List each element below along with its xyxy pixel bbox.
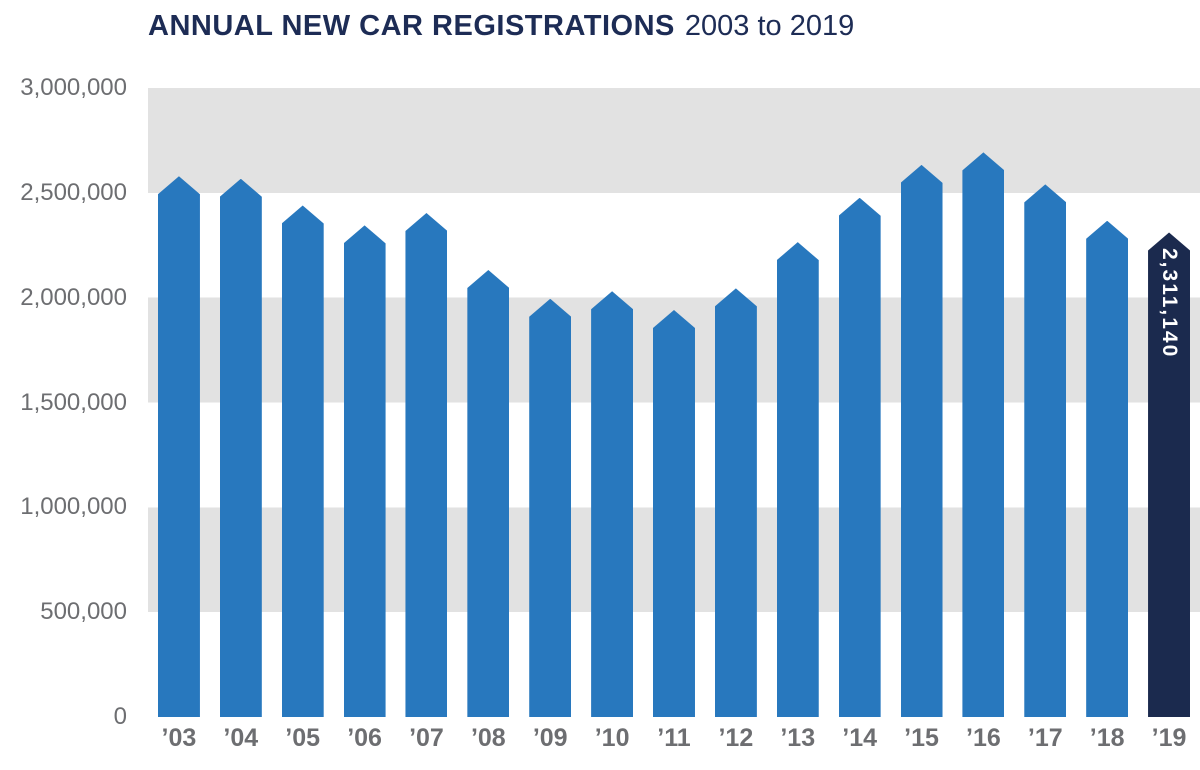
bar-16 bbox=[962, 152, 1005, 717]
bar-19: 2,311,140 bbox=[1148, 232, 1191, 717]
y-tick-label: 1,500,000 bbox=[20, 388, 127, 416]
bar-04 bbox=[219, 178, 262, 717]
x-tick-label: ’08 bbox=[470, 724, 506, 752]
y-axis: 3,000,000 2,500,000 2,000,000 1,500,000 1,00… bbox=[0, 74, 130, 730]
bar-03 bbox=[157, 176, 200, 717]
bar-11 bbox=[652, 309, 695, 717]
bar-slot bbox=[272, 88, 334, 717]
bar-slot bbox=[891, 88, 953, 717]
bar-slot bbox=[334, 88, 396, 717]
bar-slot bbox=[210, 88, 272, 717]
y-tick-label: 3,000,000 bbox=[20, 74, 127, 101]
x-tick-label: ’12 bbox=[718, 724, 754, 752]
x-tick-label: ’10 bbox=[594, 724, 630, 752]
bar-13 bbox=[776, 242, 819, 717]
bar-12 bbox=[714, 288, 757, 717]
bar-05 bbox=[281, 205, 324, 717]
x-tick-label: ’19 bbox=[1151, 724, 1187, 752]
bar-06 bbox=[343, 225, 386, 717]
bar-slot bbox=[767, 88, 829, 717]
bar-slot bbox=[643, 88, 705, 717]
bar-15 bbox=[900, 164, 943, 717]
bar-slot bbox=[581, 88, 643, 717]
bar-slot bbox=[396, 88, 458, 717]
bar-slot bbox=[1076, 88, 1138, 717]
bar-07 bbox=[405, 212, 448, 717]
y-tick-label: 1,000,000 bbox=[20, 493, 127, 521]
y-tick-label: 500,000 bbox=[40, 598, 127, 626]
x-tick-label: ’13 bbox=[780, 724, 816, 752]
x-tick-label: ’03 bbox=[161, 724, 197, 752]
final-bar-value-label: 2,311,140 bbox=[1158, 248, 1182, 359]
x-tick-label: ’07 bbox=[409, 724, 444, 752]
x-tick-label: ’15 bbox=[904, 724, 939, 752]
x-tick-label: ’04 bbox=[223, 724, 259, 752]
x-tick-label: ’09 bbox=[532, 724, 568, 752]
chart-title: ANNUAL NEW CAR REGISTRATIONS bbox=[148, 10, 675, 42]
x-tick-label: ’06 bbox=[347, 724, 382, 752]
bar-slot bbox=[952, 88, 1014, 717]
bar-14 bbox=[838, 197, 881, 717]
plot-area: 2,311,140 bbox=[148, 88, 1200, 717]
y-tick-label: 2,500,000 bbox=[20, 178, 127, 206]
chart-title-row: ANNUAL NEW CAR REGISTRATIONS 2003 to 2019 bbox=[148, 10, 854, 43]
bar-09 bbox=[529, 298, 572, 717]
bar-08 bbox=[467, 270, 510, 717]
bar-10 bbox=[591, 291, 634, 717]
bar-slot bbox=[705, 88, 767, 717]
y-tick-label: 2,000,000 bbox=[20, 283, 127, 311]
y-tick-label: 0 bbox=[113, 703, 127, 730]
bar-slot bbox=[148, 88, 210, 717]
x-tick-label: ’16 bbox=[966, 724, 1001, 752]
bar-slot: 2,311,140 bbox=[1138, 88, 1200, 717]
bar-17 bbox=[1024, 184, 1067, 717]
chart-subtitle: 2003 to 2019 bbox=[684, 10, 855, 42]
x-tick-label: ’18 bbox=[1089, 724, 1125, 752]
bar-slot bbox=[457, 88, 519, 717]
bar-slot bbox=[829, 88, 891, 717]
x-tick-label: ’05 bbox=[285, 724, 321, 752]
x-axis: ’03 ’04 ’05 ’06 ’07 ’08 ’09 ’10 ’11 ’12 ’13 ’14 ’15 ’… bbox=[148, 722, 1200, 764]
bar-18 bbox=[1086, 220, 1129, 717]
bar-slot bbox=[1014, 88, 1076, 717]
x-tick-label: ’17 bbox=[1027, 724, 1063, 752]
x-tick-label: ’14 bbox=[842, 724, 878, 752]
x-tick-label: ’11 bbox=[657, 724, 691, 752]
bar-slot bbox=[519, 88, 581, 717]
